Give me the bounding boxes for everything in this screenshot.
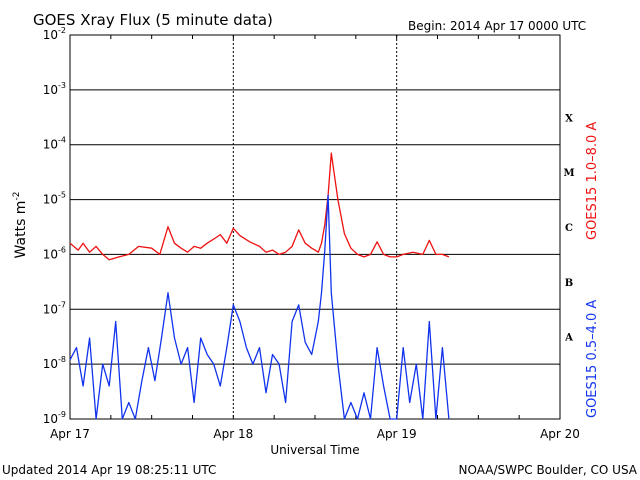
y-tick-mantissa: 10 xyxy=(43,83,58,97)
y-axis-label-sup: -2 xyxy=(12,192,22,201)
horizontal-gridlines xyxy=(70,89,560,365)
series-line-short-wavelength xyxy=(69,194,450,420)
y-tick-label: 10-6 xyxy=(43,245,66,261)
y-tick-mantissa: 10 xyxy=(43,247,58,261)
y-tick-labels: 10-910-810-710-610-510-410-310-2 xyxy=(43,26,66,426)
chart-title: GOES Xray Flux (5 minute data) xyxy=(33,11,273,29)
y-tick-label: 10-2 xyxy=(43,26,66,42)
legend-series-short: GOES15 0.5–4.0 A xyxy=(585,300,600,418)
x-axis-label: Universal Time xyxy=(270,443,359,457)
y-tick-mantissa: 10 xyxy=(43,357,58,371)
y-tick-exponent: -4 xyxy=(58,136,66,145)
x-tick-label: Apr 20 xyxy=(540,427,580,441)
y-axis-label: Watts m-2 xyxy=(12,192,29,259)
y-tick-exponent: -9 xyxy=(58,410,66,419)
plot-frame xyxy=(69,34,561,420)
x-tick-label: Apr 17 xyxy=(50,427,90,441)
y-tick-label: 10-8 xyxy=(43,355,66,371)
series-lines xyxy=(69,152,450,420)
legend-series-long: GOES15 1.0–8.0 A xyxy=(585,122,600,240)
y-tick-exponent: -3 xyxy=(58,81,66,90)
y-tick-label: 10-3 xyxy=(43,81,66,97)
y-axis-label-main: Watts m xyxy=(13,201,29,259)
flare-class-labels: A B C M X xyxy=(563,113,574,343)
y-tick-exponent: -7 xyxy=(58,300,66,309)
y-tick-mantissa: 10 xyxy=(43,28,58,42)
y-tick-exponent: -2 xyxy=(58,26,66,35)
y-tick-mantissa: 10 xyxy=(43,302,58,316)
x-tick-label: Apr 18 xyxy=(213,427,253,441)
y-tick-exponent: -6 xyxy=(58,245,66,254)
credit-label: NOAA/SWPC Boulder, CO USA xyxy=(459,463,638,477)
y-tick-exponent: -5 xyxy=(58,191,66,200)
y-tick-mantissa: 10 xyxy=(43,193,58,207)
vertical-day-gridlines xyxy=(110,35,520,419)
x-tick-label: Apr 19 xyxy=(377,427,417,441)
flare-class-B: B xyxy=(565,278,573,289)
updated-timestamp: Updated 2014 Apr 19 08:25:11 UTC xyxy=(2,463,216,477)
flare-class-A: A xyxy=(564,333,573,344)
y-tick-label: 10-4 xyxy=(43,136,66,152)
begin-label: Begin: 2014 Apr 17 0000 UTC xyxy=(408,19,586,33)
flare-class-C: C xyxy=(565,223,573,234)
y-tick-label: 10-9 xyxy=(43,410,66,426)
flare-class-X: X xyxy=(565,113,573,124)
flare-class-M: M xyxy=(563,168,574,179)
y-tick-mantissa: 10 xyxy=(43,138,58,152)
y-tick-label: 10-5 xyxy=(43,191,66,207)
y-tick-exponent: -8 xyxy=(58,355,66,364)
y-tick-mantissa: 10 xyxy=(43,412,58,426)
series-line-long-wavelength xyxy=(69,152,450,261)
x-tick-labels: Apr 17 Apr 18 Apr 19 Apr 20 xyxy=(50,427,580,441)
y-tick-label: 10-7 xyxy=(43,300,66,316)
